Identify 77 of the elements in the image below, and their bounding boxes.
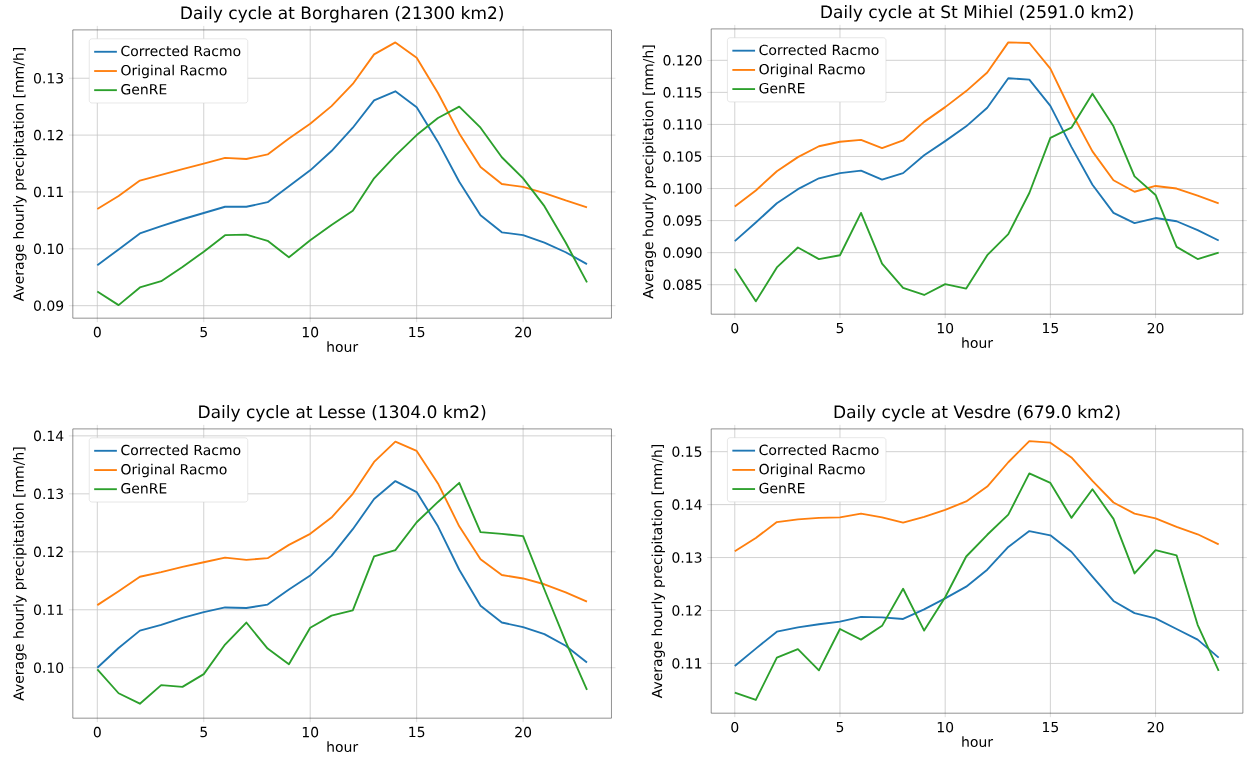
line-series — [733, 41, 1220, 208]
x-tick-label: 15 — [1043, 322, 1059, 334]
y-tick-label: 0.11 — [33, 186, 63, 198]
y-tick-label: 0.12 — [33, 129, 63, 141]
y-tick-label: 0.14 — [33, 430, 64, 442]
x-tick-label: 5 — [836, 721, 844, 733]
y-tick-label: 0.13 — [672, 552, 702, 563]
line-series — [733, 440, 1220, 553]
x-tick-label: 0 — [93, 326, 101, 338]
y-tick-label: 0.085 — [663, 279, 702, 290]
y-tick-label: 0.105 — [663, 151, 702, 162]
chart-title: Daily cycle at Lesse (1304.0 km2) — [199, 405, 486, 422]
y-axis-title: Average hourly precipitation [mm/h] — [13, 447, 27, 701]
y-tick-label: 0.15 — [672, 446, 702, 457]
line-series — [733, 77, 1220, 243]
y-tick-label: 0.13 — [33, 488, 64, 500]
x-tick-label: 0 — [731, 322, 739, 334]
x-tick-label: 0 — [93, 726, 101, 738]
x-tick-label: 5 — [200, 726, 207, 738]
x-tick-label: 5 — [836, 322, 844, 334]
x-axis-title: hour — [327, 341, 359, 353]
legend-label: Original Racmo — [121, 64, 227, 79]
y-axis-title: Average hourly precipitation [mm/h] — [13, 47, 27, 302]
y-tick-label: 0.095 — [663, 215, 702, 226]
legend-label: Original Racmo — [121, 463, 227, 478]
x-tick-label: 15 — [409, 726, 425, 738]
y-tick-label: 0.12 — [672, 605, 702, 616]
y-tick-label: 0.090 — [663, 247, 702, 258]
y-axis-title: Average hourly precipitation [mm/h] — [642, 45, 657, 299]
legend-label: Original Racmo — [759, 463, 865, 478]
legend-label: Corrected Racmo — [759, 44, 879, 56]
x-axis-title: hour — [327, 741, 359, 753]
line-series — [733, 530, 1220, 667]
x-tick-label: 20 — [515, 326, 532, 338]
x-tick-label: 20 — [1147, 721, 1164, 733]
x-tick-label: 20 — [1147, 322, 1164, 334]
legend-label: Corrected Racmo — [121, 45, 241, 57]
x-tick-label: 10 — [937, 721, 954, 733]
y-tick-label: 0.100 — [663, 183, 702, 194]
legend-label: GenRE — [759, 82, 805, 94]
line-series — [96, 480, 588, 669]
y-axis-title: Average hourly precipitation [mm/h] — [651, 444, 665, 699]
legend-label: GenRE — [121, 482, 167, 494]
line-series — [733, 92, 1220, 303]
x-tick-label: 15 — [409, 326, 425, 338]
x-tick-label: 20 — [515, 726, 532, 738]
chart-title: Daily cycle at St Mihiel (2591.0 km2) — [821, 5, 1133, 22]
line-series — [96, 41, 588, 210]
y-tick-label: 0.09 — [33, 300, 64, 311]
line-series — [96, 105, 588, 306]
legend-label: GenRE — [121, 83, 167, 95]
y-tick-label: 0.120 — [663, 55, 702, 66]
y-tick-label: 0.12 — [33, 546, 63, 558]
x-tick-label: 10 — [302, 726, 319, 738]
x-tick-label: 0 — [731, 721, 739, 733]
y-tick-label: 0.11 — [672, 658, 702, 669]
line-series — [96, 481, 588, 705]
y-tick-label: 0.10 — [33, 243, 64, 255]
y-tick-label: 0.11 — [33, 604, 63, 616]
x-tick-label: 15 — [1043, 721, 1059, 733]
x-tick-label: 10 — [302, 326, 319, 338]
x-axis-title: hour — [962, 337, 994, 349]
x-tick-label: 10 — [937, 322, 954, 334]
chart-title: Daily cycle at Borgharen (21300 km2) — [181, 6, 503, 23]
y-tick-label: 0.13 — [33, 72, 64, 84]
line-series — [96, 440, 588, 607]
y-tick-label: 0.14 — [672, 499, 702, 510]
legend-label: Original Racmo — [759, 63, 865, 78]
legend-label: Corrected Racmo — [759, 444, 879, 456]
y-tick-label: 0.110 — [663, 119, 702, 130]
x-axis-title: hour — [962, 736, 994, 748]
chart-title: Daily cycle at Vesdre (679.0 km2) — [834, 405, 1120, 422]
x-tick-label: 5 — [200, 326, 207, 338]
y-tick-label: 0.115 — [663, 87, 702, 98]
legend-label: Corrected Racmo — [121, 444, 241, 456]
legend-label: GenRE — [759, 482, 805, 494]
y-tick-label: 0.10 — [33, 662, 64, 673]
